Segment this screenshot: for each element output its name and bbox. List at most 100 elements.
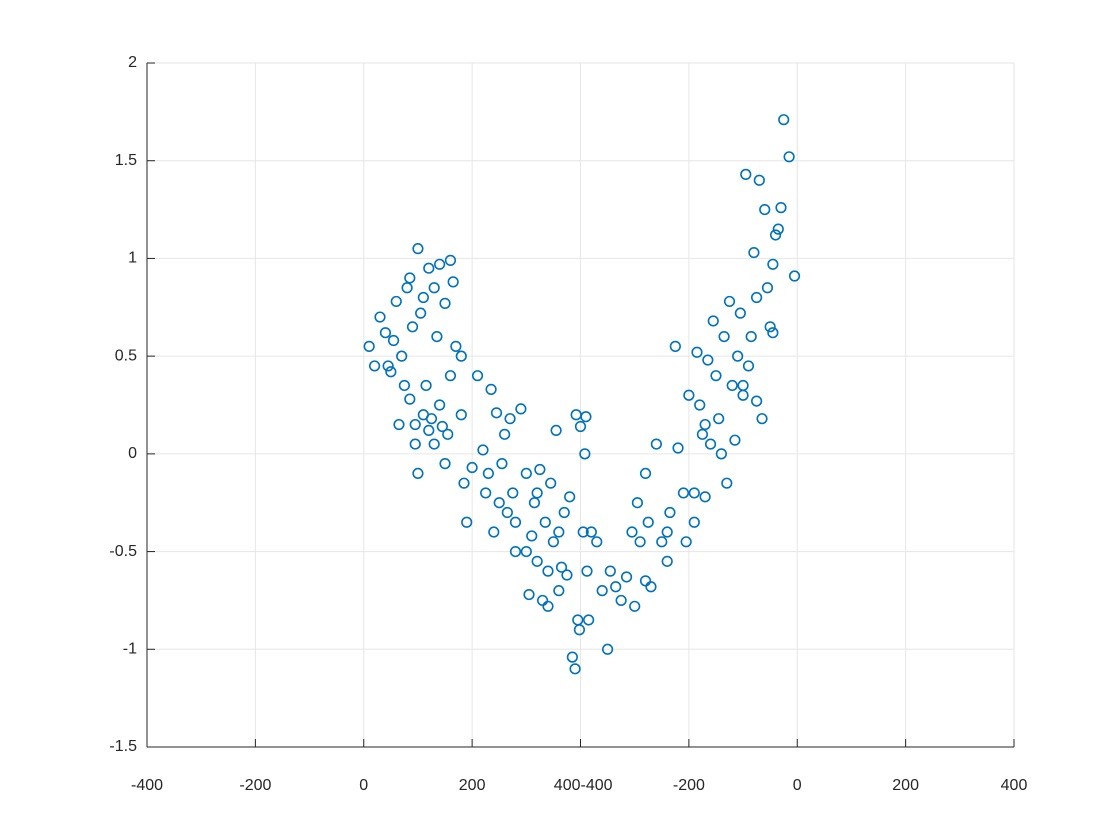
point xyxy=(428,282,440,294)
point xyxy=(745,331,757,343)
point xyxy=(409,418,421,431)
point xyxy=(425,413,438,425)
point xyxy=(726,379,738,392)
point xyxy=(482,467,494,480)
point xyxy=(455,350,467,362)
point xyxy=(442,428,454,440)
point xyxy=(683,389,695,401)
point xyxy=(420,379,432,392)
point xyxy=(718,331,730,343)
point xyxy=(404,272,416,284)
point xyxy=(631,497,643,509)
point xyxy=(493,497,505,509)
point xyxy=(626,526,638,538)
point xyxy=(434,258,446,270)
point xyxy=(531,555,543,567)
point xyxy=(573,624,586,636)
point xyxy=(480,487,492,499)
point xyxy=(447,276,459,288)
point xyxy=(406,321,419,333)
point xyxy=(661,526,673,538)
point xyxy=(591,536,603,548)
point xyxy=(737,389,749,401)
point xyxy=(363,340,375,352)
y-tick-label: -1.5 xyxy=(109,738,137,755)
point xyxy=(645,581,657,593)
point xyxy=(699,418,711,431)
point xyxy=(650,438,662,450)
point xyxy=(721,477,733,489)
point xyxy=(707,315,719,327)
point xyxy=(520,467,532,480)
point xyxy=(515,403,527,415)
point xyxy=(620,571,633,583)
point xyxy=(710,370,722,382)
point xyxy=(694,399,706,411)
point xyxy=(471,370,484,382)
point xyxy=(564,491,576,503)
point xyxy=(526,530,538,542)
point xyxy=(436,420,448,433)
point xyxy=(729,434,741,446)
point xyxy=(409,438,421,450)
point xyxy=(439,297,451,309)
point xyxy=(523,588,535,601)
y-tick-label: 0 xyxy=(128,445,137,462)
x-tick-label: 200 xyxy=(459,777,486,794)
point xyxy=(570,409,582,421)
point xyxy=(507,487,519,499)
point xyxy=(610,581,622,593)
point xyxy=(444,370,457,382)
point xyxy=(385,366,397,378)
point xyxy=(751,395,763,407)
point xyxy=(423,424,435,437)
point xyxy=(431,331,443,343)
point xyxy=(536,594,549,607)
point xyxy=(580,411,592,423)
point xyxy=(751,291,763,304)
point xyxy=(577,526,589,538)
point xyxy=(561,569,573,581)
point xyxy=(629,600,641,612)
point xyxy=(596,585,608,597)
point xyxy=(434,399,446,411)
point xyxy=(702,354,714,366)
point xyxy=(382,360,394,372)
point xyxy=(767,327,779,339)
point xyxy=(428,438,440,450)
point xyxy=(656,536,668,548)
point xyxy=(439,458,451,470)
point xyxy=(553,526,565,538)
point xyxy=(634,536,646,548)
point xyxy=(715,448,727,460)
x-tick-label: 200 xyxy=(892,777,919,794)
point xyxy=(423,262,435,274)
point xyxy=(734,307,746,319)
point xyxy=(542,565,554,577)
point xyxy=(737,379,749,392)
point xyxy=(572,614,584,626)
point xyxy=(574,420,587,433)
point xyxy=(558,506,570,519)
point xyxy=(466,461,478,474)
point xyxy=(778,114,790,126)
x-tick-label: 400 xyxy=(1001,777,1028,794)
point xyxy=(379,327,392,339)
point xyxy=(691,346,703,358)
point xyxy=(401,282,413,294)
point xyxy=(742,360,755,372)
point xyxy=(374,311,386,323)
point xyxy=(509,545,522,558)
point xyxy=(396,350,408,362)
point xyxy=(490,407,503,419)
point xyxy=(581,565,593,577)
point xyxy=(501,506,513,519)
point xyxy=(677,487,690,499)
point xyxy=(783,151,795,163)
point xyxy=(661,555,673,567)
point xyxy=(764,321,776,333)
point xyxy=(639,575,652,587)
point xyxy=(461,516,473,528)
x-tick-label: -200 xyxy=(673,777,705,794)
